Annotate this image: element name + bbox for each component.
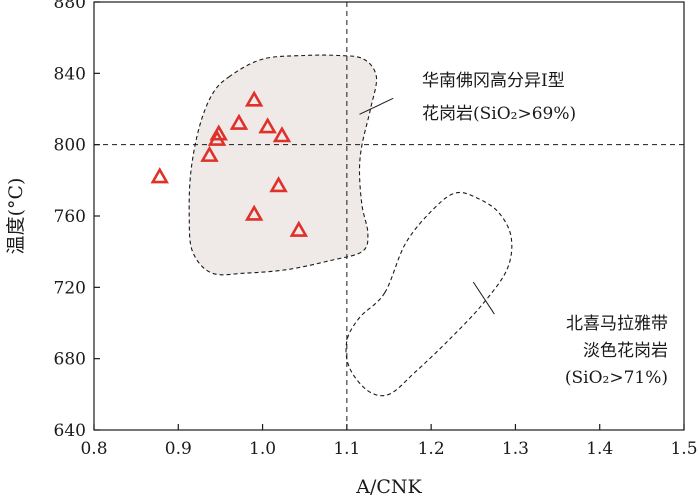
y-tick-label: 640 xyxy=(54,421,86,441)
y-axis-title: 温度(°C) xyxy=(5,178,27,255)
x-tick-label: 1.5 xyxy=(670,439,697,459)
data-point-triangle xyxy=(289,220,309,237)
y-tick-label: 880 xyxy=(54,0,86,13)
region-2-leader xyxy=(472,281,495,315)
region-1-label-line-1: 华南佛冈高分异I型 xyxy=(422,71,565,91)
region-2-label-line-2: 淡色花岗岩 xyxy=(583,341,668,361)
data-points xyxy=(150,90,309,237)
data-point-triangle xyxy=(150,167,169,184)
data-point-triangle xyxy=(200,145,219,162)
x-tick-label: 1.3 xyxy=(502,439,529,459)
data-point-triangle xyxy=(209,124,228,141)
plot-frame xyxy=(93,1,685,431)
data-point-triangle xyxy=(269,176,288,193)
region-boundary-1 xyxy=(188,54,378,276)
data-point-triangle xyxy=(244,204,264,221)
x-tick-label: 1.2 xyxy=(418,439,445,459)
x-tick-label: 0.8 xyxy=(80,439,107,459)
data-point-triangle xyxy=(244,90,264,107)
y-tick-label: 800 xyxy=(54,136,86,156)
y-tick-label: 720 xyxy=(54,278,86,298)
regions-layer xyxy=(188,54,513,397)
region-1-label-line-2: 花岗岩(SiO₂>69%) xyxy=(422,104,576,124)
data-point-triangle xyxy=(272,126,292,143)
data-point-triangle xyxy=(258,117,277,134)
x-tick-label: 1.4 xyxy=(586,439,613,459)
region-2-label-line-3: (SiO₂>71%) xyxy=(565,368,668,388)
y-tick-label: 680 xyxy=(54,350,86,370)
leader-lines xyxy=(359,97,495,315)
y-tick-label: 840 xyxy=(54,64,86,84)
y-tick-label: 760 xyxy=(54,207,86,227)
x-tick-label: 0.9 xyxy=(165,439,192,459)
region-1-leader xyxy=(359,97,394,115)
data-point-triangle xyxy=(229,113,249,130)
x-axis-title: A/CNK xyxy=(355,476,422,498)
region-boundary-2 xyxy=(345,191,513,397)
axis-ticks: 0.8 0.9 1.0 1.1 1.2 1.3 1.4 1.5 640 680 720 760 800 8… xyxy=(54,0,698,459)
x-tick-label: 1.0 xyxy=(249,439,276,459)
x-tick-label: 1.1 xyxy=(333,439,360,459)
reference-lines xyxy=(94,2,684,430)
region-2-label-line-1: 北喜马拉雅带 xyxy=(566,314,668,334)
